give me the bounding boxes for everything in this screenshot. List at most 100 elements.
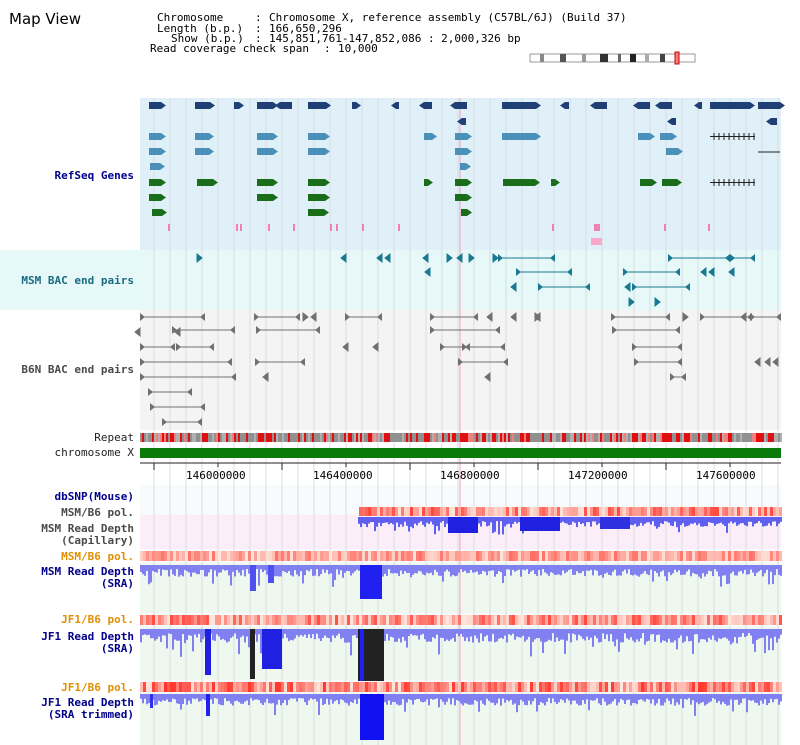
polymorphism-cell [449,507,452,516]
read-depth-bar [576,565,578,572]
read-depth-bar [736,565,738,576]
read-depth-bar [774,694,776,700]
polymorphism-cell [176,615,179,625]
bac-end-arrow [162,418,167,426]
polymorphism-cell [551,615,554,625]
repeat-block [390,433,392,442]
read-depth-bar [306,694,308,705]
read-depth-bar [164,565,166,571]
read-depth-bar [566,517,568,524]
read-depth-bar [340,565,342,571]
polymorphism-cell [515,551,518,561]
polymorphism-cell [371,551,374,561]
polymorphism-cell [389,682,392,692]
polymorphism-cell [167,551,170,561]
bac-end-arrow [700,313,705,321]
read-depth-bar [676,629,678,650]
chromosome-bar [140,448,781,458]
repeat-block [780,433,782,442]
polymorphism-cell [452,551,455,561]
read-depth-bar [632,694,634,704]
polymorphism-cell [140,551,143,561]
polymorphism-cell [239,551,242,561]
track-label-refseq[interactable]: RefSeq Genes [54,169,134,182]
polymorphism-cell [488,615,491,625]
read-depth-bar [386,629,388,634]
read-depth-bar [638,565,640,577]
polymorphism-cell [254,551,257,561]
track-label-msm-depth-capillary[interactable]: MSM Read Depth [41,522,134,535]
bac-end-arrow [492,252,499,264]
bac-end-arrow [140,313,145,321]
polymorphism-cell [407,507,410,516]
track-label-jf1-depth-sra[interactable]: JF1 Read Depth [41,630,134,643]
track-label-b6n-bac[interactable]: B6N BAC end pairs [21,363,134,376]
repeat-block [206,433,208,442]
read-depth-bar [622,629,624,643]
track-label-jf1-b6-pol[interactable]: JF1/B6 pol. [61,613,134,626]
read-depth-bar [632,517,634,526]
read-depth-bar [222,694,224,706]
track-label-msm-bac[interactable]: MSM BAC end pairs [21,274,134,287]
polymorphism-cell [686,615,689,625]
read-depth-bar [654,565,656,572]
polymorphism-cell [545,682,548,692]
read-depth-bar [674,517,676,522]
read-depth-bar [766,565,768,570]
read-depth-bar [728,517,730,524]
repeat-block [746,433,748,442]
track-label-msm-depth-sra[interactable]: MSM Read Depth [41,565,134,578]
polymorphism-cell [695,682,698,692]
track-label-msm-b6-pol-2[interactable]: MSM/B6 pol. [61,550,134,563]
read-depth-bar [182,694,184,705]
track-label-dbsnp[interactable]: dbSNP(Mouse) [54,490,134,503]
repeat-block [458,433,460,442]
read-depth-bar [312,629,314,635]
read-depth-bar [510,517,512,528]
read-depth-spike [360,565,382,599]
repeat-block [438,433,440,442]
read-depth-bar [656,694,658,704]
polymorphism-cell [479,507,482,516]
read-depth-bar [752,565,754,573]
read-depth-bar [396,565,398,574]
read-depth-bar [778,517,780,524]
read-depth-bar [766,629,768,636]
polymorphism-cell [590,615,593,625]
read-depth-bar [644,565,646,572]
track-label-msm-b6-pol[interactable]: MSM/B6 pol. [61,506,134,519]
gene-feature [308,179,325,186]
read-depth-bar [422,694,424,703]
polymorphism-cell [641,507,644,516]
polymorphism-cell [749,615,752,625]
track-label-jf1-b6-pol-2[interactable]: JF1/B6 pol. [61,681,134,694]
bac-end-arrow [340,252,347,264]
read-depth-bar [466,565,468,574]
repeat-block [398,433,400,442]
bac-end-arrow [302,311,309,323]
read-depth-bar [742,565,744,574]
repeat-block [634,433,636,442]
repeat-block [190,433,192,442]
bac-end-arrow [700,266,707,278]
polymorphism-cell [656,551,659,561]
polymorphism-cell [191,682,194,692]
polymorphism-cell [221,551,224,561]
read-depth-bar [584,565,586,576]
repeat-block [744,433,746,442]
read-depth-bar [348,629,350,643]
read-depth-bar [318,694,320,715]
read-depth-bar [710,565,712,572]
track-label-jf1-depth-trimmed[interactable]: JF1 Read Depth [41,696,134,709]
repeat-block [698,433,700,442]
repeat-block [430,433,432,442]
read-depth-bar [154,565,156,572]
read-depth-bar [480,694,482,701]
read-depth-bar [652,629,654,635]
polymorphism-cell [626,507,629,516]
polymorphism-cell [299,615,302,625]
read-depth-bar [642,565,644,574]
read-depth-bar [712,565,714,577]
read-depth-bar [318,629,320,639]
